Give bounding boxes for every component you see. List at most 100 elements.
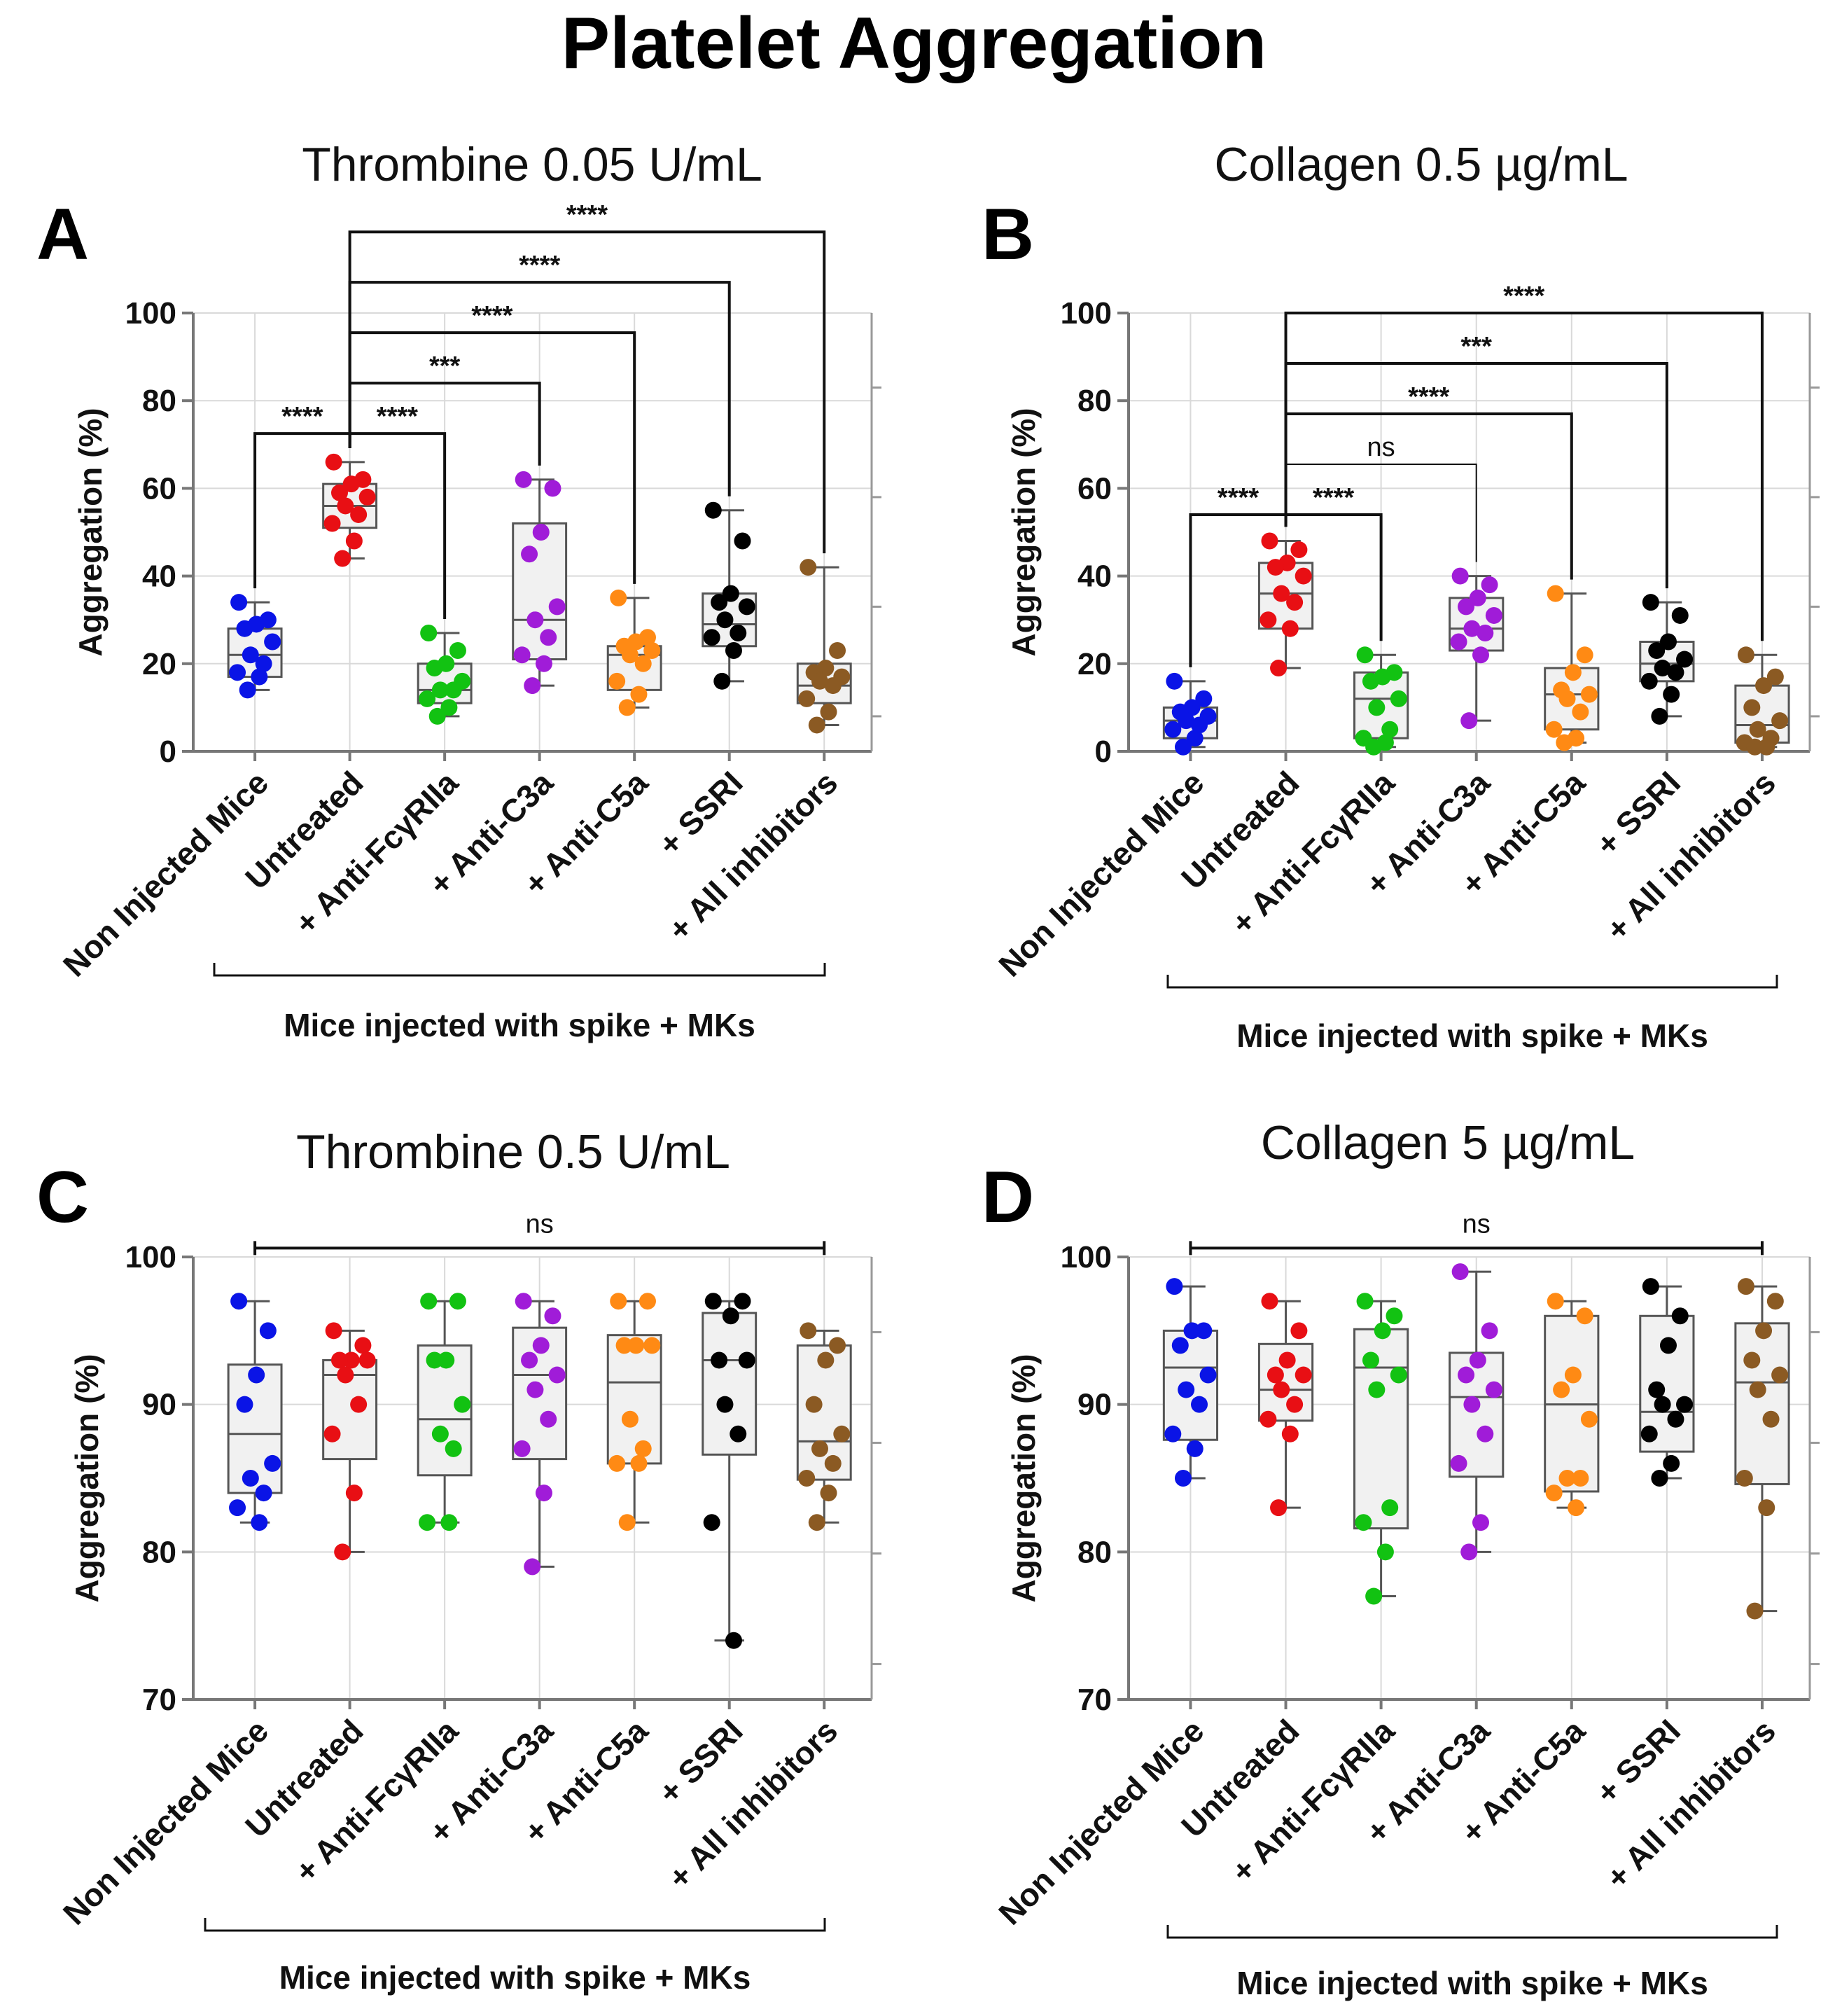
data-point — [618, 699, 636, 716]
data-point — [1746, 1602, 1764, 1620]
series-group — [417, 1293, 473, 1531]
group-bracket: Mice injected with spike + MKs — [204, 1918, 826, 1996]
series-group — [1353, 646, 1409, 756]
data-point — [621, 646, 639, 664]
data-point — [1368, 1381, 1386, 1398]
data-point — [337, 497, 354, 515]
data-point — [1640, 1425, 1658, 1443]
data-point — [540, 1410, 557, 1428]
data-point — [1472, 646, 1489, 664]
x-tick-label: + Anti-FcγRIIa — [288, 764, 466, 942]
data-point — [833, 1425, 851, 1443]
data-point — [630, 686, 648, 703]
data-point — [431, 1425, 449, 1443]
data-point — [725, 1632, 742, 1649]
data-point — [1365, 1587, 1383, 1605]
box — [606, 1334, 662, 1465]
data-point — [722, 1307, 739, 1325]
data-point — [610, 589, 627, 606]
data-point — [1374, 1322, 1391, 1340]
data-point — [323, 1425, 341, 1443]
series-group — [227, 594, 283, 699]
data-point — [548, 1366, 566, 1384]
series-group — [227, 1293, 283, 1531]
panel-title: Thrombine 0.5 U/mL — [296, 1125, 730, 1179]
data-point — [1186, 1440, 1203, 1457]
data-point — [1771, 712, 1789, 730]
y-axis-label: Aggregation (%) — [72, 408, 109, 656]
data-point — [1558, 690, 1576, 707]
data-point — [1572, 1470, 1589, 1487]
data-point — [331, 1351, 349, 1369]
data-point — [426, 1351, 443, 1369]
data-point — [1270, 660, 1288, 677]
data-point — [544, 1307, 561, 1325]
data-point — [251, 1514, 268, 1531]
data-point — [535, 1485, 552, 1502]
data-point — [1463, 620, 1481, 637]
data-point — [829, 642, 846, 660]
data-point — [1755, 1322, 1773, 1340]
data-point — [1356, 646, 1374, 664]
data-point — [259, 1322, 277, 1340]
data-point — [251, 668, 268, 686]
data-point — [1178, 1381, 1195, 1398]
panel-b: Collagen 0.5 µg/mL B 0 20 40 60 80 100 Aggregati… — [982, 138, 1820, 1054]
y-tick-label: 100 — [125, 296, 176, 331]
data-point — [350, 506, 368, 523]
data-point — [1654, 660, 1671, 677]
data-point — [526, 611, 544, 629]
y-tick-label: 20 — [142, 647, 176, 681]
data-point — [1295, 567, 1312, 585]
data-point — [1671, 1307, 1689, 1325]
data-point — [1771, 1366, 1789, 1384]
data-point — [449, 642, 466, 660]
series-group — [322, 453, 378, 567]
y-tick-label: 80 — [1077, 1535, 1112, 1569]
data-point — [1576, 1307, 1593, 1325]
data-point — [1166, 672, 1183, 690]
data-point — [1766, 1293, 1784, 1310]
data-point — [800, 559, 817, 576]
data-point — [704, 501, 722, 519]
data-point — [229, 664, 246, 681]
data-point — [515, 1293, 532, 1310]
y-tick-label: 70 — [142, 1683, 176, 1717]
significance-brackets: ns — [253, 1209, 826, 1256]
data-point — [1547, 585, 1564, 602]
data-point — [734, 532, 751, 550]
box — [512, 522, 568, 661]
data-point — [1356, 1293, 1374, 1310]
data-point — [1381, 1499, 1399, 1517]
x-tick-label: + All inhibitors — [1599, 764, 1782, 947]
data-point — [239, 681, 256, 699]
data-point — [513, 646, 531, 664]
data-point — [716, 1396, 734, 1413]
data-point — [1758, 1499, 1775, 1517]
data-point — [1270, 1499, 1288, 1517]
x-tick-label: + All inhibitors — [1599, 1712, 1782, 1896]
sig-label: ns — [1367, 433, 1395, 462]
data-point — [824, 1454, 842, 1472]
data-point — [358, 488, 376, 506]
group-bracket: Mice injected with spike + MKs — [213, 963, 826, 1043]
data-point — [610, 1293, 627, 1310]
data-point — [824, 677, 842, 695]
data-point — [808, 1514, 825, 1531]
data-point — [643, 642, 661, 660]
data-point — [1659, 633, 1677, 651]
data-point — [345, 1485, 363, 1502]
data-point — [449, 1293, 466, 1310]
x-tick-label: + Anti-FcγRIIa — [1224, 1712, 1402, 1890]
panel-letter: B — [982, 194, 1034, 275]
data-point — [1758, 738, 1775, 756]
series-group — [1257, 532, 1314, 677]
data-point — [445, 1440, 462, 1457]
data-point — [1743, 1351, 1761, 1369]
data-point — [621, 1410, 639, 1428]
data-point — [1556, 734, 1573, 751]
data-point — [1450, 1454, 1467, 1472]
x-tick-label: + Anti-FcγRIIa — [288, 1712, 466, 1890]
